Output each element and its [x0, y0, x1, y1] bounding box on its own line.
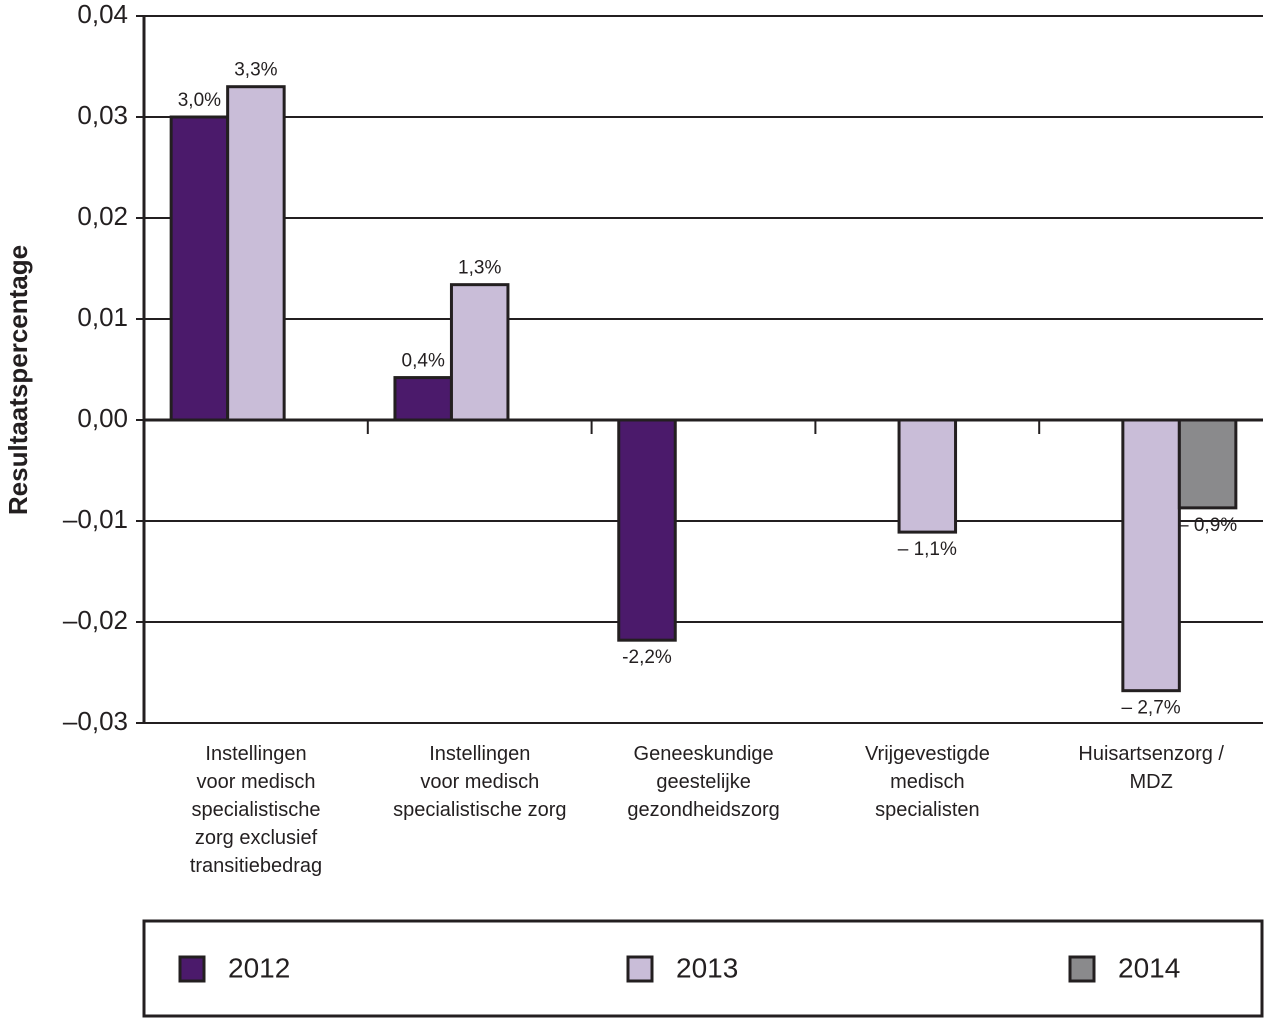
y-tick-label: 0,01	[77, 302, 128, 332]
legend-label: 2013	[676, 952, 738, 983]
y-tick-label: 0,00	[77, 403, 128, 433]
y-tick-label: 0,02	[77, 201, 128, 231]
y-tick-label: –0,03	[63, 706, 128, 736]
bar	[1121, 418, 1181, 693]
legend-swatch	[626, 955, 654, 983]
y-tick-label: –0,01	[63, 504, 128, 534]
x-tick-label: Huisartsenzorg / MDZ	[1078, 743, 1224, 793]
y-tick-label: 0,03	[77, 100, 128, 130]
bar	[897, 418, 958, 534]
y-tick-label: –0,02	[63, 605, 128, 635]
value-label: – 2,7%	[1122, 698, 1181, 719]
bar	[393, 376, 453, 422]
x-tick-label: Geneeskundige geestelijke gezondheidszor…	[627, 743, 780, 821]
x-tick-label: Vrijgevestigde medisch specialisten	[864, 743, 990, 821]
bar	[1177, 418, 1238, 510]
value-label: – 1,1%	[898, 539, 957, 560]
legend-label: 2014	[1118, 952, 1180, 983]
bar	[449, 283, 510, 422]
y-axis-label: Resultaatspercentage	[3, 245, 33, 515]
legend-swatch	[178, 955, 206, 983]
y-tick-label: 0,04	[77, 0, 128, 29]
x-tick-label: Instellingen voor medisch specialistisch…	[393, 743, 567, 821]
bar	[617, 418, 677, 642]
value-label: – 0,9%	[1178, 515, 1237, 536]
value-label: 1,3%	[458, 258, 501, 279]
value-label: 0,4%	[402, 351, 445, 372]
bar	[169, 115, 230, 422]
x-tick-label: Instellingen voor medisch specialistisch…	[189, 743, 323, 877]
legend-swatch	[1068, 955, 1096, 983]
value-label: 3,0%	[178, 90, 221, 111]
legend-label: 2012	[228, 952, 290, 983]
value-label: -2,2%	[622, 647, 672, 668]
bar	[226, 85, 286, 422]
legend-box	[142, 919, 1264, 1018]
value-label: 3,3%	[234, 60, 277, 81]
